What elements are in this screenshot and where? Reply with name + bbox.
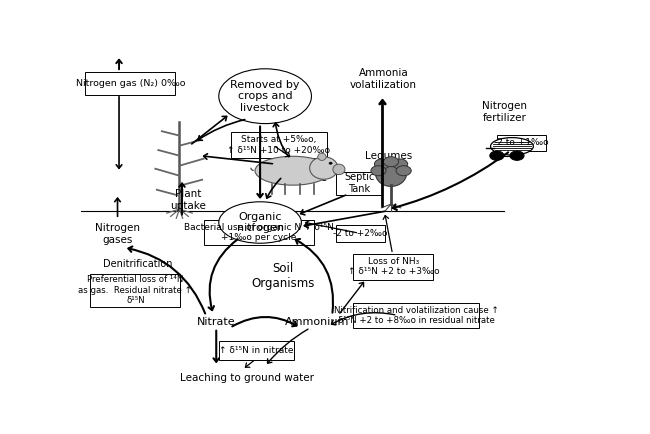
FancyBboxPatch shape <box>354 253 434 280</box>
Text: Legumes: Legumes <box>365 151 412 161</box>
Ellipse shape <box>376 160 407 187</box>
Text: Plant
uptake: Plant uptake <box>170 189 206 210</box>
FancyBboxPatch shape <box>336 172 382 195</box>
FancyBboxPatch shape <box>90 274 181 307</box>
Circle shape <box>329 162 332 164</box>
Text: Loss of NH₃
↑ δ¹⁵N +2 to +3‰o: Loss of NH₃ ↑ δ¹⁵N +2 to +3‰o <box>348 257 439 276</box>
Text: Nitrate: Nitrate <box>197 317 235 327</box>
FancyBboxPatch shape <box>231 132 326 158</box>
Circle shape <box>490 151 504 160</box>
Text: Ammonia
volatilization: Ammonia volatilization <box>350 68 417 89</box>
Ellipse shape <box>309 157 338 179</box>
Text: Nitrification and volatilization cause ↑
δ¹⁵N +2 to +8‰o in residual nitrate: Nitrification and volatilization cause ↑… <box>333 306 499 326</box>
Text: Nitrogen
fertilizer: Nitrogen fertilizer <box>482 102 527 123</box>
Ellipse shape <box>255 156 331 185</box>
Ellipse shape <box>371 166 386 176</box>
FancyBboxPatch shape <box>497 135 546 151</box>
Text: Preferential loss of ¹⁴N
as gas.  Residual nitrate ↑
δ¹⁵N: Preferential loss of ¹⁴N as gas. Residua… <box>79 275 192 305</box>
Text: Nitrogen
gases: Nitrogen gases <box>95 224 140 245</box>
Ellipse shape <box>393 159 408 169</box>
Text: ↑ δ¹⁵N in nitrate: ↑ δ¹⁵N in nitrate <box>219 345 294 355</box>
Text: -2 to +2‰o: -2 to +2‰o <box>333 229 387 238</box>
Text: -2 to +1‰o: -2 to +1‰o <box>494 138 549 148</box>
FancyBboxPatch shape <box>336 225 385 242</box>
Ellipse shape <box>491 138 534 155</box>
FancyBboxPatch shape <box>203 220 314 245</box>
Text: Removed by
crops and
livestock: Removed by crops and livestock <box>230 79 300 113</box>
Ellipse shape <box>219 202 302 243</box>
Text: Organic
nitrogen: Organic nitrogen <box>237 212 283 233</box>
Text: Ammonium: Ammonium <box>285 317 349 327</box>
Text: Manure: Manure <box>289 174 328 184</box>
FancyBboxPatch shape <box>219 341 294 359</box>
FancyBboxPatch shape <box>354 303 478 329</box>
Ellipse shape <box>374 159 389 169</box>
Ellipse shape <box>318 153 326 161</box>
Text: Septic
Tank: Septic Tank <box>344 172 374 194</box>
Text: Denitrification: Denitrification <box>103 259 172 269</box>
Ellipse shape <box>384 157 398 167</box>
Ellipse shape <box>333 164 345 174</box>
Ellipse shape <box>219 69 311 124</box>
FancyBboxPatch shape <box>85 72 176 95</box>
Text: Nitrogen gas (N₂) 0‰o: Nitrogen gas (N₂) 0‰o <box>75 79 185 88</box>
Text: Soil
Organisms: Soil Organisms <box>251 262 315 290</box>
Text: Leaching to ground water: Leaching to ground water <box>181 373 315 383</box>
Text: Bacterial use of organic N ↑ δ¹⁵N
+1‰o per cycle: Bacterial use of organic N ↑ δ¹⁵N +1‰o p… <box>184 223 333 242</box>
Ellipse shape <box>396 166 411 176</box>
Text: Starts at +5‰o,
↑ δ¹⁵N +10 to +20‰o: Starts at +5‰o, ↑ δ¹⁵N +10 to +20‰o <box>227 135 331 155</box>
Circle shape <box>510 151 524 160</box>
